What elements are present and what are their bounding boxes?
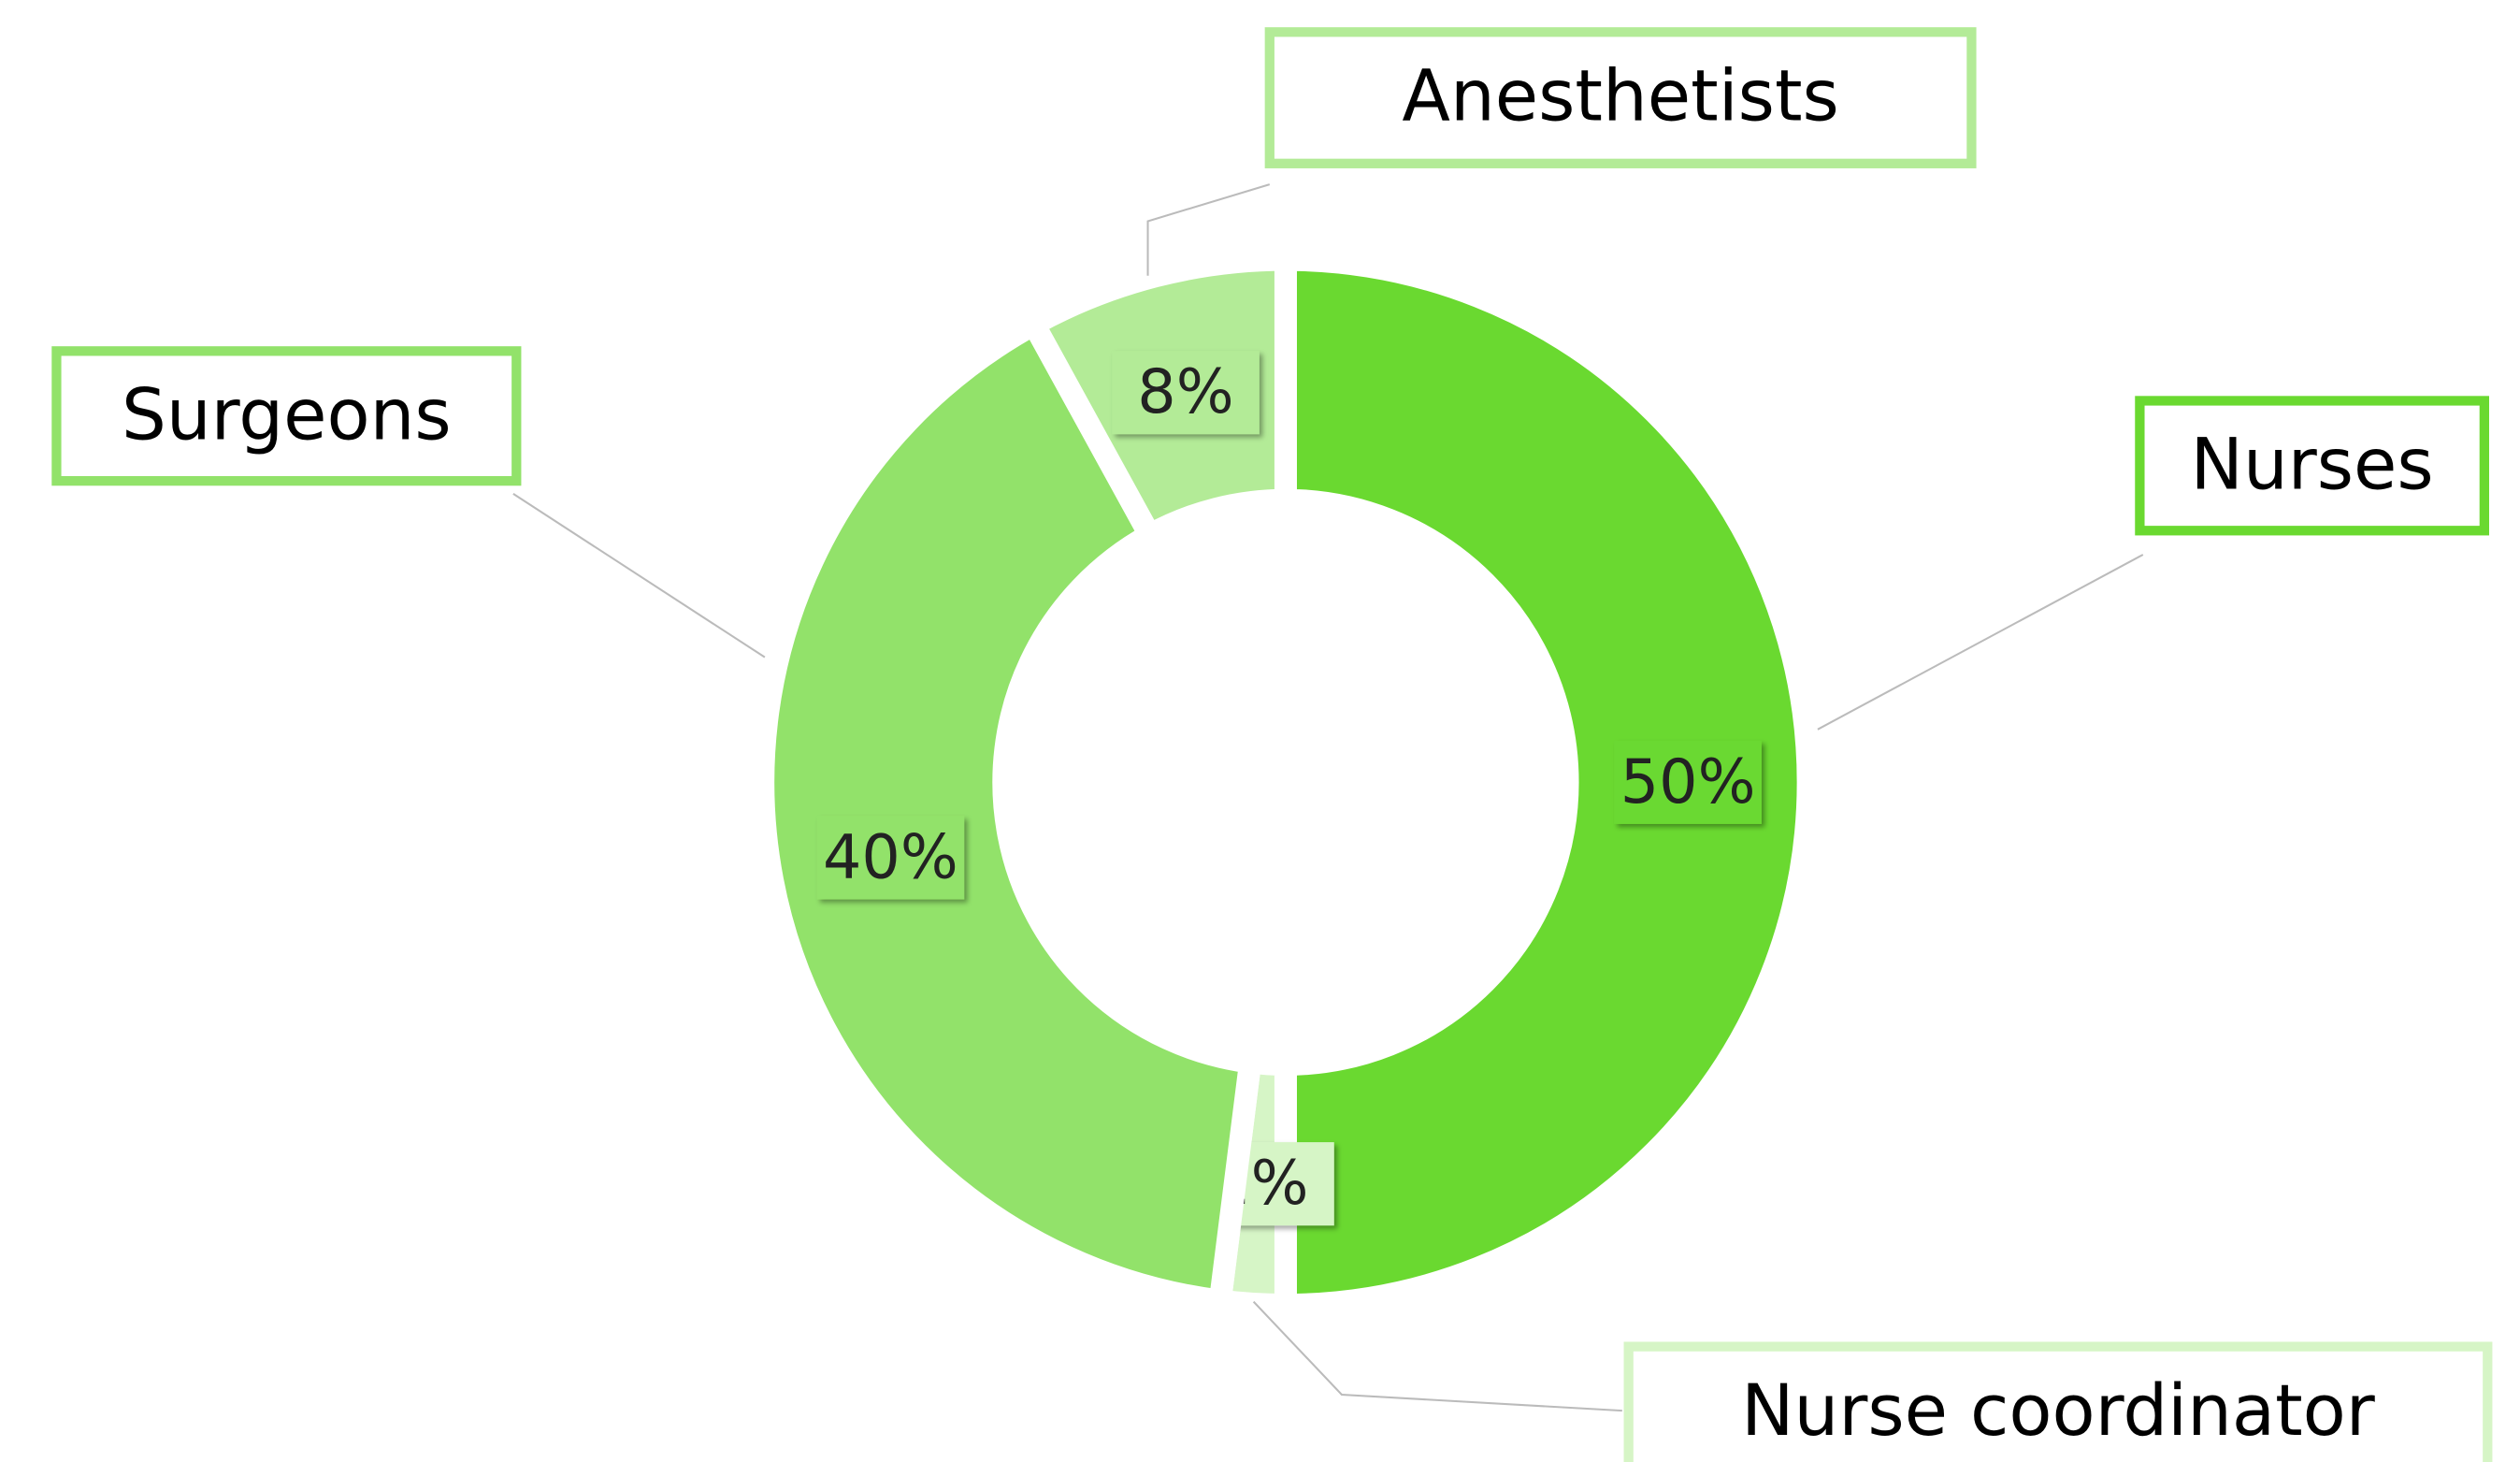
data-label-bg (1614, 740, 1762, 824)
category-label: Nurses (2191, 424, 2434, 506)
data-label: 40% (816, 816, 965, 900)
leader-line (1817, 554, 2144, 731)
category-label-box (51, 346, 522, 486)
category-label-box (1264, 27, 1977, 168)
leader-line (1146, 183, 1271, 276)
leader-line (1252, 1300, 1622, 1412)
data-label-text: 40% (823, 822, 958, 892)
donut-segment (752, 309, 1263, 1314)
leader-line (512, 492, 766, 659)
category-label: Surgeons (122, 374, 452, 456)
donut-segment (1274, 248, 1820, 1317)
data-label-bg (1112, 351, 1260, 435)
data-label: 8% (1112, 351, 1260, 435)
category-label: Nurse coordinator (1741, 1369, 2375, 1452)
category-label-box (1623, 1341, 2493, 1462)
data-label-bg (816, 816, 965, 900)
category-label-box (2135, 396, 2489, 536)
category-label: Anesthetists (1402, 54, 1838, 137)
data-label-text: 50% (1620, 747, 1756, 818)
data-label-text: 8% (1137, 357, 1233, 427)
data-label: 50% (1614, 740, 1762, 824)
